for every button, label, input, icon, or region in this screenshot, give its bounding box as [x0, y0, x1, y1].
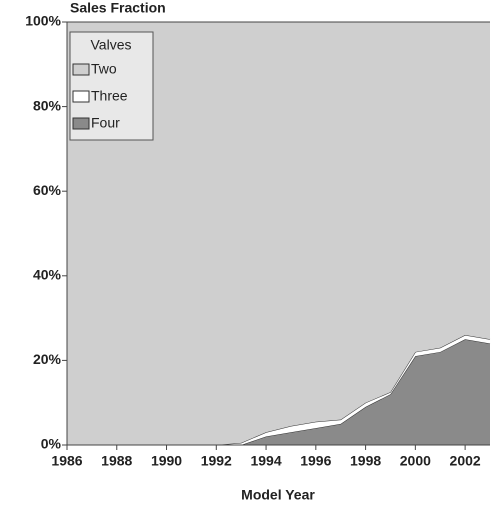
x-tick-label: 1994	[250, 453, 281, 469]
x-tick-label: 1986	[51, 453, 82, 469]
legend-label: Four	[91, 115, 120, 131]
legend-label: Three	[91, 88, 128, 104]
y-tick-label: 80%	[33, 97, 62, 113]
x-tick-label: 1990	[151, 453, 182, 469]
x-tick-label: 2002	[450, 453, 481, 469]
x-tick-label: 1992	[201, 453, 232, 469]
y-tick-label: 100%	[25, 13, 61, 29]
legend-swatch	[72, 90, 90, 103]
y-axis-title: Sales Fraction	[70, 0, 166, 16]
legend-swatch	[72, 63, 90, 76]
y-tick-label: 20%	[33, 351, 62, 367]
area-fill	[67, 22, 490, 445]
y-tick-label: 0%	[41, 436, 62, 452]
x-tick-label: 1998	[350, 453, 381, 469]
x-tick-label: 1996	[300, 453, 331, 469]
x-axis-title: Model Year	[241, 487, 315, 503]
legend-title: Valves	[91, 37, 132, 53]
legend-swatch	[72, 117, 90, 130]
legend-label: Two	[91, 61, 117, 77]
area-fill	[67, 335, 490, 445]
legend: Valves Two Three Four	[69, 31, 154, 141]
y-tick-label: 40%	[33, 267, 62, 283]
area-fill	[67, 339, 490, 445]
y-tick-label: 60%	[33, 182, 62, 198]
x-tick-label: 1988	[101, 453, 132, 469]
x-tick-label: 2000	[400, 453, 431, 469]
